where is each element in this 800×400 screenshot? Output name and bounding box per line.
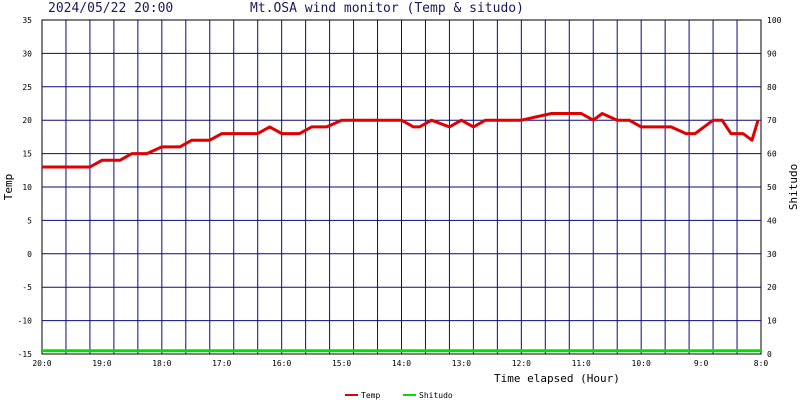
y-tick-label-left: 0 [27,250,32,259]
y-tick-label-right: 90 [767,49,777,58]
y-tick-label-left: 10 [22,183,32,192]
y-tick-label-left: 30 [22,49,32,58]
y-tick-label-right: 40 [767,216,777,225]
x-tick-label: 18:0 [152,359,171,368]
x-tick-label: 14:0 [392,359,411,368]
y-tick-label-left: -5 [22,283,32,292]
y-tick-label-right: 70 [767,116,777,125]
y-tick-label-left: 5 [27,216,32,225]
x-axis-label: Time elapsed (Hour) [494,372,620,385]
x-axis-ticks: 20:0 19:0 18:0 17:0 16:0 15:0 14:0 13:0 12:0 11:0… [32,359,768,368]
y-tick-label-left: -10 [18,317,33,326]
series-layer [42,112,761,353]
x-tick-label: 16:0 [272,359,291,368]
y-axis-label-left: Temp [2,174,15,201]
y-tick-label-left: 20 [22,116,32,125]
series-line-temp [42,112,760,169]
grid [42,20,761,354]
x-tick-label: 13:0 [452,359,471,368]
left-y-axis-ticks: 35 30 25 20 15 10 5 0 -5 -10 -15 [18,16,33,359]
y-tick-label-right: 30 [767,250,777,259]
legend-temp-label: Temp [361,391,380,400]
header-datetime: 2024/05/22 20:00 [48,1,174,16]
y-tick-label-left: 25 [22,83,32,92]
y-tick-label-right: 20 [767,283,777,292]
chart-title: Mt.OSA wind monitor (Temp & situdo) [250,1,524,16]
y-tick-label-right: 60 [767,150,777,159]
legend: Temp Shitudo [345,391,453,400]
y-tick-label-right: 50 [767,183,777,192]
y-tick-label-right: 10 [767,317,777,326]
x-tick-label: 20:0 [32,359,51,368]
y-axis-label-right: Shitudo [787,164,800,210]
x-tick-label: 12:0 [512,359,531,368]
y-tick-label-left: -15 [18,350,33,359]
x-tick-label: 15:0 [332,359,351,368]
y-tick-label-left: 35 [22,16,32,25]
legend-shitudo-label: Shitudo [419,391,453,400]
x-tick-label: 19:0 [92,359,111,368]
x-tick-label: 8:0 [754,359,769,368]
y-tick-label-left: 15 [22,150,32,159]
x-tick-label: 11:0 [572,359,591,368]
x-tick-label: 10:0 [632,359,651,368]
y-tick-label-right: 100 [767,16,782,25]
x-tick-label: 17:0 [212,359,231,368]
x-tick-label: 9:0 [694,359,709,368]
y-tick-label-right: 80 [767,83,777,92]
y-tick-label-right: 0 [767,350,772,359]
